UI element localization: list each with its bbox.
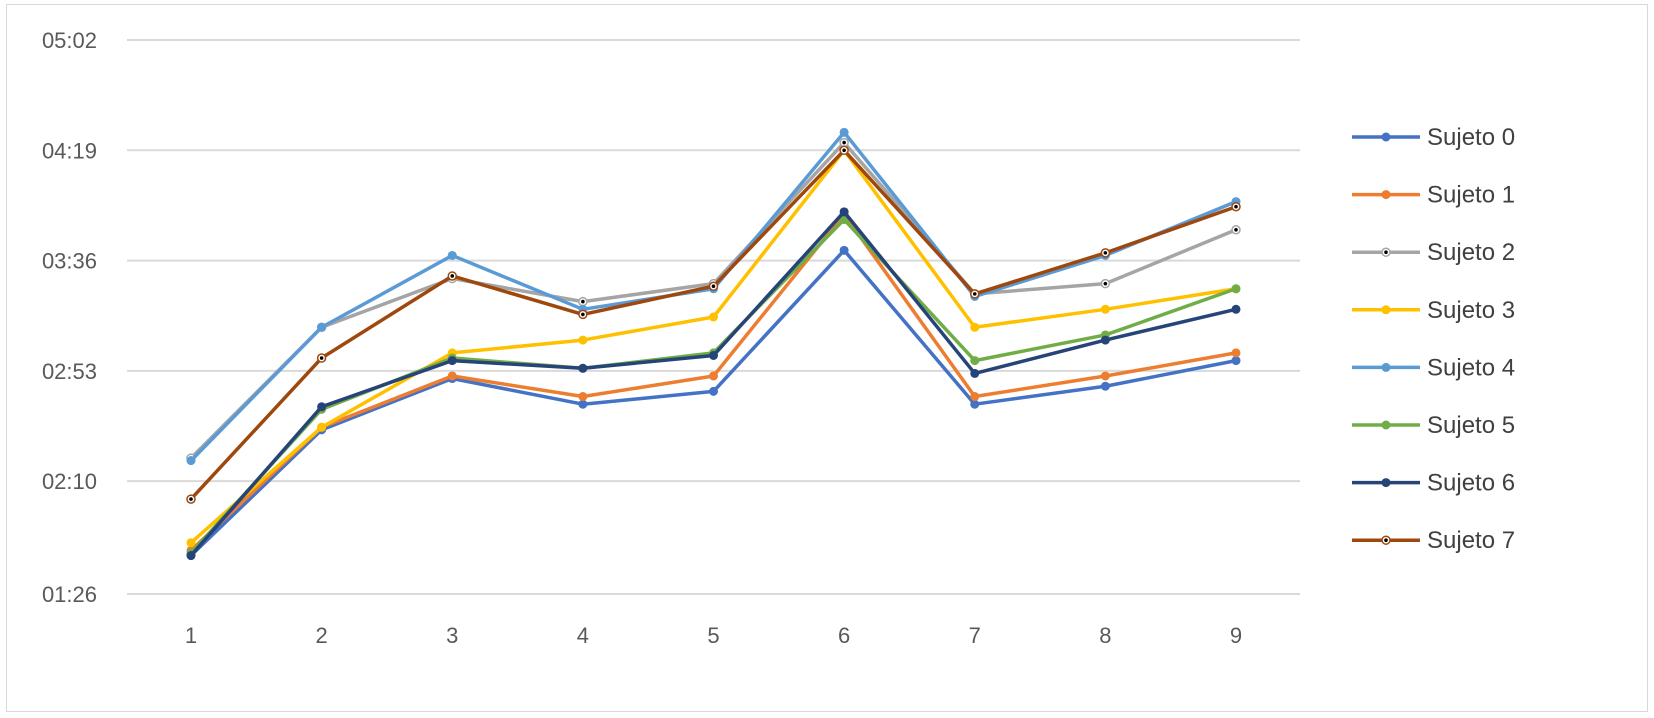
legend-marker [1381, 305, 1391, 315]
data-point [970, 322, 980, 332]
data-point [709, 350, 718, 360]
data-point [839, 207, 849, 217]
series-sujeto-6 [186, 207, 1241, 561]
data-point [186, 456, 196, 466]
data-point [578, 363, 588, 373]
data-point [447, 371, 457, 381]
data-point [1231, 348, 1241, 358]
data-point-center [581, 299, 585, 304]
x-tick-label: 4 [577, 623, 589, 648]
legend-label: Sujeto 7 [1427, 527, 1515, 554]
legend-label: Sujeto 2 [1427, 239, 1515, 266]
data-point-center [1234, 204, 1238, 209]
data-point-center [1103, 281, 1108, 286]
y-tick-label: 01:26 [42, 582, 97, 607]
x-tick-label: 9 [1230, 623, 1242, 648]
data-point-center [450, 274, 455, 278]
legend-marker-center [1384, 250, 1388, 254]
data-point [1231, 356, 1241, 366]
gridlines [127, 39, 1300, 595]
data-point [578, 335, 588, 345]
data-point [970, 399, 980, 409]
data-point [1231, 284, 1241, 294]
data-point [970, 392, 980, 402]
data-point-center [319, 356, 324, 360]
data-point [1231, 304, 1241, 314]
x-tick-label: 1 [185, 623, 197, 648]
data-point-center [972, 292, 977, 296]
data-point-center [1103, 251, 1108, 255]
legend-item: Sujeto 7 [1352, 527, 1515, 554]
legend-label: Sujeto 5 [1427, 412, 1515, 439]
data-point-center [1234, 227, 1238, 232]
series-group [186, 127, 1241, 561]
data-point [1100, 371, 1110, 381]
data-point-center [842, 140, 846, 145]
legend-marker [1381, 362, 1391, 372]
series-line [189, 248, 1237, 557]
legend-marker-center [1384, 538, 1388, 542]
series-line [189, 148, 1237, 501]
data-point [317, 322, 327, 332]
data-point-center [711, 284, 716, 289]
y-tick-label: 02:10 [42, 469, 97, 494]
data-point [839, 245, 849, 255]
data-point [447, 250, 457, 260]
legend-item: Sujeto 2 [1352, 239, 1515, 266]
y-tick-label: 03:36 [42, 249, 97, 274]
data-point [1100, 381, 1110, 391]
data-point [186, 538, 196, 548]
legend-item: Sujeto 3 [1352, 297, 1515, 324]
legend-marker [1381, 132, 1391, 142]
legend-item: Sujeto 6 [1352, 470, 1515, 497]
legend-item: Sujeto 5 [1352, 412, 1515, 439]
data-point [1100, 335, 1110, 345]
legend-label: Sujeto 6 [1427, 470, 1515, 497]
y-tick-label: 05:02 [42, 28, 97, 53]
y-tick-label: 02:53 [42, 359, 97, 384]
x-tick-label: 2 [316, 623, 328, 648]
legend-item: Sujeto 4 [1352, 354, 1515, 381]
data-point-center [842, 148, 846, 153]
data-point-center [581, 312, 585, 317]
legend-marker [1381, 190, 1391, 200]
x-tick-label: 3 [446, 623, 458, 648]
data-point [578, 399, 588, 409]
x-tick-label: 7 [969, 623, 981, 648]
legend-label: Sujeto 0 [1427, 124, 1515, 151]
y-axis-ticks: 01:26 02:10 02:53 03:36 04:19 05:02 [42, 28, 97, 607]
x-tick-label: 5 [707, 623, 719, 648]
data-point [186, 551, 196, 561]
data-point [1100, 304, 1110, 314]
legend-label: Sujeto 4 [1427, 354, 1515, 381]
y-tick-label: 04:19 [42, 138, 97, 163]
data-point-center [189, 497, 193, 501]
data-point [709, 371, 718, 381]
series-line [189, 217, 1237, 555]
x-tick-label: 6 [838, 623, 850, 648]
data-point [709, 312, 718, 322]
legend-marker [1381, 478, 1391, 488]
legend-label: Sujeto 1 [1427, 182, 1515, 209]
series-sujeto-5 [186, 215, 1241, 558]
data-point [447, 356, 457, 366]
legend-item: Sujeto 1 [1352, 182, 1515, 209]
data-point [709, 386, 718, 396]
x-tick-label: 8 [1099, 623, 1111, 648]
data-point [839, 127, 849, 137]
data-point [317, 422, 327, 432]
legend: Sujeto 0 Sujeto 1 Sujeto 2 Sujeto 3 Sujeto 4… [1352, 124, 1515, 554]
legend-label: Sujeto 3 [1427, 297, 1515, 324]
data-point [970, 356, 980, 366]
data-point [317, 402, 327, 412]
data-point [578, 392, 588, 402]
legend-item: Sujeto 0 [1352, 124, 1515, 151]
x-axis-ticks: 1 2 3 4 5 6 7 8 9 [185, 623, 1242, 648]
series-sujeto-7 [186, 145, 1241, 504]
data-point [970, 368, 980, 378]
legend-marker [1381, 420, 1391, 430]
